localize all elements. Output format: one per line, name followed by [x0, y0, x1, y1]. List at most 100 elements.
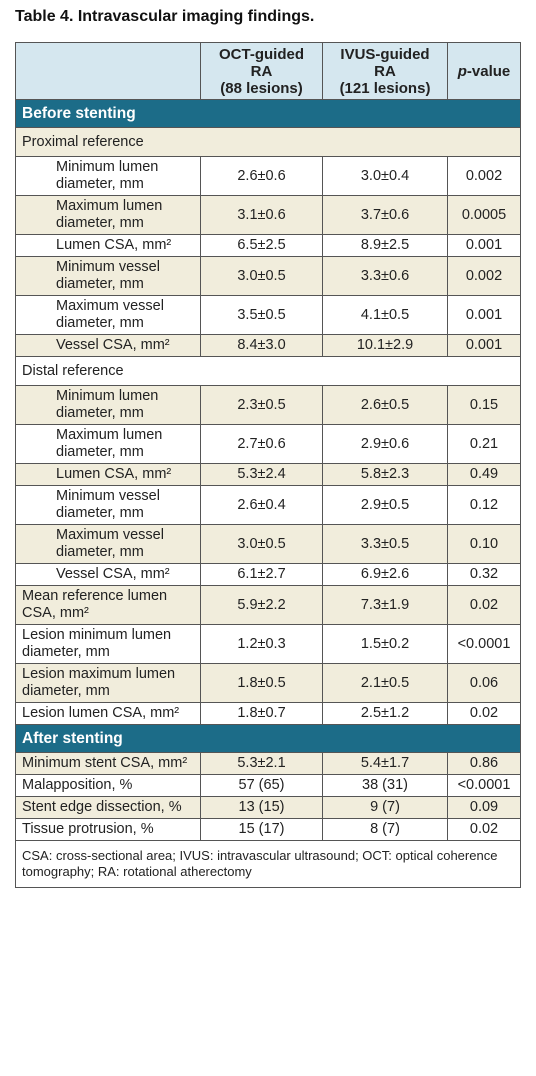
value-cell: 2.5±1.2 — [322, 702, 448, 725]
row-label: Maximum lumen diameter, mm — [15, 424, 201, 464]
value-cell: 3.0±0.5 — [200, 524, 323, 564]
row-label: Lumen CSA, mm² — [15, 463, 201, 486]
data-row: Minimum vessel diameter, mm 2.6±0.4 2.9±0.… — [15, 485, 521, 525]
value-cell: 3.3±0.6 — [322, 256, 448, 296]
value-cell: 0.32 — [447, 563, 521, 586]
value-cell: 0.86 — [447, 752, 521, 775]
value-cell: 38 (31) — [322, 774, 448, 797]
value-cell: 8.4±3.0 — [200, 334, 323, 357]
data-row: Minimum lumen diameter, mm 2.6±0.6 3.0±0.4… — [15, 156, 521, 196]
value-cell: 15 (17) — [200, 818, 323, 841]
value-cell: 6.1±2.7 — [200, 563, 323, 586]
data-row: Maximum vessel diameter, mm 3.5±0.5 4.1±0.… — [15, 295, 521, 335]
row-label: Minimum vessel diameter, mm — [15, 256, 201, 296]
section-row: After stenting — [15, 724, 521, 753]
data-row: Vessel CSA, mm² 8.4±3.0 10.1±2.9 0.001 — [15, 334, 521, 357]
value-cell: 4.1±0.5 — [322, 295, 448, 335]
row-label: Lesion maximum lumen diameter, mm — [15, 663, 201, 703]
value-cell: 0.002 — [447, 256, 521, 296]
row-label: Tissue protrusion, % — [15, 818, 201, 841]
data-row: Maximum lumen diameter, mm 3.1±0.6 3.7±0.6… — [15, 195, 521, 235]
value-cell: 6.9±2.6 — [322, 563, 448, 586]
value-cell: 0.21 — [447, 424, 521, 464]
value-cell: 10.1±2.9 — [322, 334, 448, 357]
value-cell: 5.3±2.1 — [200, 752, 323, 775]
value-cell: 0.02 — [447, 702, 521, 725]
data-row: Tissue protrusion, % 15 (17) 8 (7) 0.02 — [15, 818, 521, 841]
value-cell: 5.8±2.3 — [322, 463, 448, 486]
row-label: Maximum lumen diameter, mm — [15, 195, 201, 235]
row-label: Minimum stent CSA, mm² — [15, 752, 201, 775]
group-row: Proximal reference — [15, 127, 521, 157]
value-cell: 0.02 — [447, 585, 521, 625]
header-cell — [15, 42, 201, 100]
value-cell: 3.3±0.5 — [322, 524, 448, 564]
value-cell: 1.2±0.3 — [200, 624, 323, 664]
section-title: Before stenting — [15, 99, 521, 128]
row-label: Vessel CSA, mm² — [15, 334, 201, 357]
value-cell: 3.0±0.5 — [200, 256, 323, 296]
data-row: Minimum vessel diameter, mm 3.0±0.5 3.3±0.… — [15, 256, 521, 296]
value-cell: 5.9±2.2 — [200, 585, 323, 625]
value-cell: 0.001 — [447, 295, 521, 335]
data-row: Lesion minimum lumen diameter, mm 1.2±0.3… — [15, 624, 521, 664]
value-cell: 2.9±0.6 — [322, 424, 448, 464]
value-cell: 0.002 — [447, 156, 521, 196]
value-cell: 2.7±0.6 — [200, 424, 323, 464]
row-label: Minimum lumen diameter, mm — [15, 385, 201, 425]
section-title: After stenting — [15, 724, 521, 753]
group-label: Distal reference — [15, 356, 521, 386]
row-label: Maximum vessel diameter, mm — [15, 295, 201, 335]
data-row: Maximum lumen diameter, mm 2.7±0.6 2.9±0.6… — [15, 424, 521, 464]
findings-table: OCT-guided RA (88 lesions) IVUS-guided RA(… — [15, 42, 521, 888]
footnote-row: CSA: cross-sectional area; IVUS: intrava… — [15, 840, 521, 888]
row-label: Lumen CSA, mm² — [15, 234, 201, 257]
row-label: Mean reference lumen CSA, mm² — [15, 585, 201, 625]
value-cell: 0.09 — [447, 796, 521, 819]
header-cell: IVUS-guided RA (121 lesions) — [322, 42, 448, 100]
data-row: Lesion maximum lumen diameter, mm 1.8±0.5… — [15, 663, 521, 703]
value-cell: 7.3±1.9 — [322, 585, 448, 625]
value-cell: <0.0001 — [447, 774, 521, 797]
data-row: Stent edge dissection, % 13 (15) 9 (7) 0.09 — [15, 796, 521, 819]
table-title: Table 4. Intravascular imaging findings. — [15, 8, 315, 25]
row-label: Minimum lumen diameter, mm — [15, 156, 201, 196]
value-cell: 2.6±0.6 — [200, 156, 323, 196]
data-row: Mean reference lumen CSA, mm² 5.9±2.2 7.3±… — [15, 585, 521, 625]
row-label: Lesion minimum lumen diameter, mm — [15, 624, 201, 664]
data-row: Vessel CSA, mm² 6.1±2.7 6.9±2.6 0.32 — [15, 563, 521, 586]
value-cell: 0.02 — [447, 818, 521, 841]
header-row: OCT-guided RA (88 lesions) IVUS-guided RA(… — [15, 42, 521, 100]
header-text: -value — [466, 62, 511, 80]
row-label: Stent edge dissection, % — [15, 796, 201, 819]
header-text: OCT-guided RA — [219, 45, 304, 80]
value-cell: 1.8±0.5 — [200, 663, 323, 703]
group-row: Distal reference — [15, 356, 521, 386]
value-cell: 0.001 — [447, 234, 521, 257]
value-cell: 1.5±0.2 — [322, 624, 448, 664]
header-text: IVUS-guided RA — [340, 45, 430, 80]
value-cell: 5.4±1.7 — [322, 752, 448, 775]
section-row: Before stenting — [15, 99, 521, 128]
row-label: Vessel CSA, mm² — [15, 563, 201, 586]
value-cell: 0.12 — [447, 485, 521, 525]
data-row: Malapposition, % 57 (65) 38 (31) <0.0001 — [15, 774, 521, 797]
value-cell: 8.9±2.5 — [322, 234, 448, 257]
value-cell: 0.15 — [447, 385, 521, 425]
value-cell: 3.5±0.5 — [200, 295, 323, 335]
value-cell: 0.001 — [447, 334, 521, 357]
value-cell: 9 (7) — [322, 796, 448, 819]
value-cell: 2.6±0.4 — [200, 485, 323, 525]
value-cell: <0.0001 — [447, 624, 521, 664]
data-row: Lumen CSA, mm² 5.3±2.4 5.8±2.3 0.49 — [15, 463, 521, 486]
value-cell: 0.49 — [447, 463, 521, 486]
data-row: Minimum stent CSA, mm² 5.3±2.1 5.4±1.7 0.86 — [15, 752, 521, 775]
data-row: Lesion lumen CSA, mm² 1.8±0.7 2.5±1.2 0.02 — [15, 702, 521, 725]
row-label: Minimum vessel diameter, mm — [15, 485, 201, 525]
header-text: (88 lesions) — [220, 79, 303, 97]
value-cell: 3.0±0.4 — [322, 156, 448, 196]
value-cell: 2.9±0.5 — [322, 485, 448, 525]
header-cell: p-value — [447, 42, 521, 100]
header-text: (121 lesions) — [339, 79, 431, 97]
